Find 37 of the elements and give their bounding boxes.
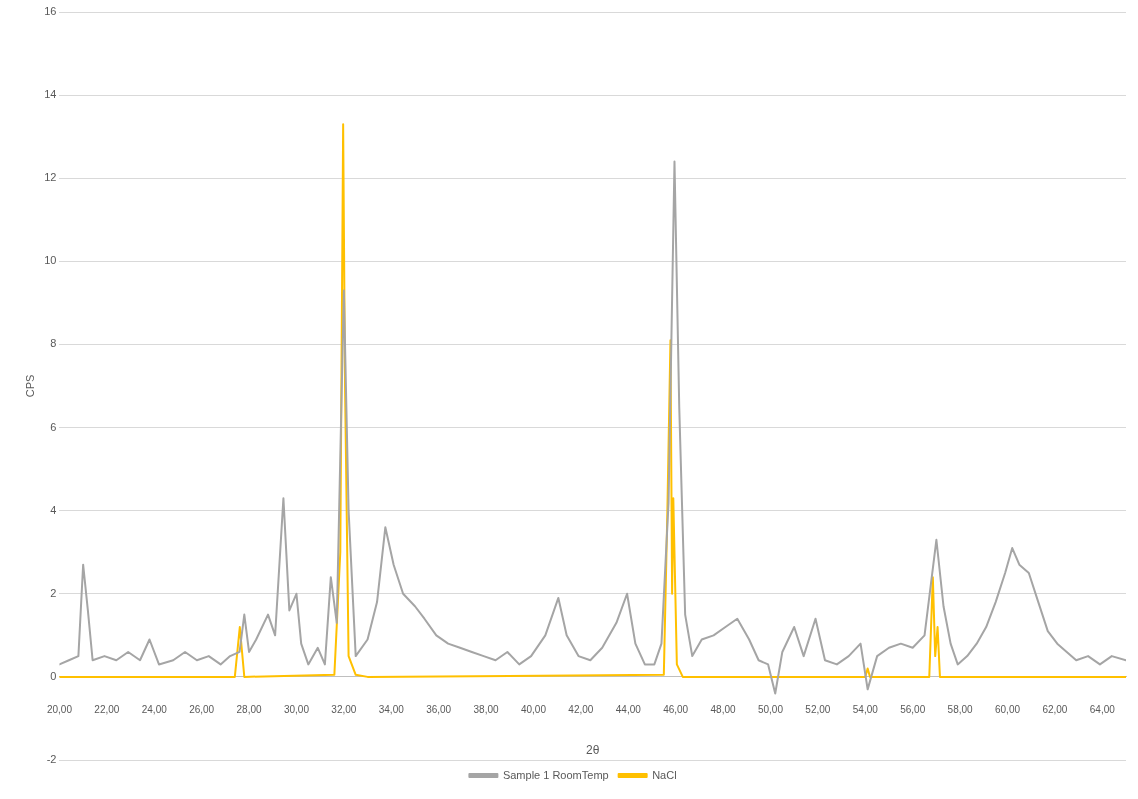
x-tick-label: 62,00 xyxy=(1042,703,1068,715)
x-tick-label: 40,00 xyxy=(520,703,547,715)
x-tick-label: 50,00 xyxy=(757,703,784,715)
y-tick-label: 16 xyxy=(44,5,57,18)
x-tick-label: 42,00 xyxy=(568,703,594,715)
x-tick-label: 26,00 xyxy=(189,703,215,715)
x-tick-label: 22,00 xyxy=(94,703,120,715)
x-tick-label: 32,00 xyxy=(331,703,357,715)
x-tick-label: 52,00 xyxy=(805,703,831,715)
y-tick-label: 6 xyxy=(50,420,57,433)
y-axis-title: CPS xyxy=(23,374,36,398)
x-tick-label: 54,00 xyxy=(852,703,879,715)
x-tick-label: 24,00 xyxy=(141,703,168,715)
legend-label: Sample 1 RoomTemp xyxy=(502,768,609,781)
y-tick-label: 2 xyxy=(50,586,57,599)
x-tick-label: 48,00 xyxy=(710,703,737,715)
x-tick-label: 46,00 xyxy=(663,703,689,715)
y-tick-label: 4 xyxy=(50,503,57,516)
y-tick-label: 12 xyxy=(44,171,57,184)
x-tick-label: 28,00 xyxy=(236,703,262,715)
x-tick-label: 30,00 xyxy=(283,703,310,715)
x-tick-label: 34,00 xyxy=(378,703,405,715)
x-tick-label: 44,00 xyxy=(615,703,642,715)
y-tick-label: 14 xyxy=(44,88,57,101)
y-tick-label: -2 xyxy=(46,753,57,766)
x-tick-label: 36,00 xyxy=(426,703,452,715)
x-tick-label: 56,00 xyxy=(900,703,926,715)
y-tick-label: 10 xyxy=(44,254,57,267)
x-tick-label: 60,00 xyxy=(994,703,1021,715)
legend-label: NaCl xyxy=(652,768,677,781)
y-tick-label: 0 xyxy=(50,669,57,682)
y-tick-label: 8 xyxy=(50,337,57,350)
x-axis-title: 2θ xyxy=(586,743,600,758)
x-tick-label: 64,00 xyxy=(1089,703,1116,715)
x-tick-label: 58,00 xyxy=(947,703,974,715)
x-tick-label: 20,00 xyxy=(46,703,73,715)
x-tick-label: 38,00 xyxy=(473,703,500,715)
